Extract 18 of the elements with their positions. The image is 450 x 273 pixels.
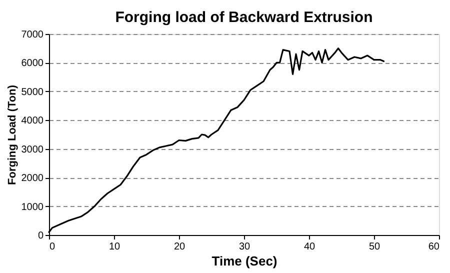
y-axis-title: Forging Load (Ton) [6, 84, 18, 185]
x-tick-label: 50 [368, 242, 380, 252]
y-tick-label: 5000 [21, 86, 44, 98]
x-tick-label: 10 [108, 242, 120, 252]
x-axis-title: Time (Sec) [212, 254, 278, 268]
y-tick-label: 2000 [21, 173, 44, 184]
y-tick-label: 0 [38, 230, 44, 242]
chart-title: Forging load of Backward Extrusion [115, 9, 373, 26]
y-tick-label: 1000 [21, 202, 44, 213]
y-tick-label: 3000 [21, 144, 44, 156]
x-tick-label: 0 [50, 242, 56, 252]
x-tick-label: 30 [238, 242, 250, 252]
x-tick-label: 60 [428, 242, 440, 252]
x-tick-label: 20 [174, 242, 186, 252]
x-tick-label: 40 [304, 242, 316, 252]
y-tick-label: 4000 [21, 116, 44, 127]
y-tick-label: 7000 [21, 30, 44, 40]
y-tick-label: 6000 [21, 58, 44, 70]
